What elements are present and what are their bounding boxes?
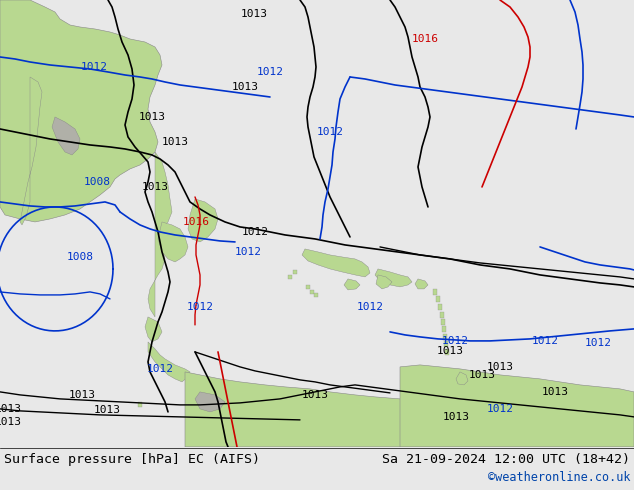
Text: 1013: 1013 xyxy=(68,390,96,400)
Polygon shape xyxy=(185,372,634,447)
Text: 1008: 1008 xyxy=(67,252,93,262)
Polygon shape xyxy=(145,317,162,342)
Polygon shape xyxy=(302,249,370,277)
Polygon shape xyxy=(440,312,444,318)
Text: 1013: 1013 xyxy=(0,404,22,414)
Polygon shape xyxy=(293,270,297,274)
Text: 1013: 1013 xyxy=(302,390,328,400)
Polygon shape xyxy=(375,269,412,287)
Polygon shape xyxy=(20,77,42,225)
Text: 1013: 1013 xyxy=(436,346,463,356)
Text: 1013: 1013 xyxy=(93,405,120,415)
Text: 1013: 1013 xyxy=(0,417,22,427)
Polygon shape xyxy=(188,199,218,242)
Text: 1012: 1012 xyxy=(186,302,214,312)
Polygon shape xyxy=(442,326,446,332)
Polygon shape xyxy=(0,0,162,222)
Text: 1012: 1012 xyxy=(585,338,612,348)
Text: 1013: 1013 xyxy=(231,82,259,92)
Polygon shape xyxy=(148,152,172,317)
Text: 1016: 1016 xyxy=(183,217,209,227)
Text: Surface pressure [hPa] EC (AIFS): Surface pressure [hPa] EC (AIFS) xyxy=(4,453,260,466)
Polygon shape xyxy=(433,289,437,295)
Text: 1012: 1012 xyxy=(356,302,384,312)
Text: ©weatheronline.co.uk: ©weatheronline.co.uk xyxy=(488,471,630,485)
Polygon shape xyxy=(148,342,190,382)
Text: 1012: 1012 xyxy=(235,247,261,257)
Text: 1013: 1013 xyxy=(469,370,496,380)
Text: 1012: 1012 xyxy=(242,227,269,237)
Polygon shape xyxy=(314,293,318,297)
Text: 1012: 1012 xyxy=(531,336,559,346)
Polygon shape xyxy=(400,365,634,447)
Text: 1013: 1013 xyxy=(138,112,165,122)
Text: Sa 21-09-2024 12:00 UTC (18+42): Sa 21-09-2024 12:00 UTC (18+42) xyxy=(382,453,630,466)
Polygon shape xyxy=(456,372,468,385)
Text: 1012: 1012 xyxy=(81,62,108,72)
Text: 1013: 1013 xyxy=(162,137,188,147)
Text: 1013: 1013 xyxy=(240,9,268,19)
Polygon shape xyxy=(306,285,310,289)
Polygon shape xyxy=(195,392,225,412)
Polygon shape xyxy=(415,279,428,289)
Polygon shape xyxy=(436,296,440,302)
Polygon shape xyxy=(438,304,442,310)
Text: 1012: 1012 xyxy=(146,364,174,374)
Text: 1012: 1012 xyxy=(316,127,344,137)
Text: 1012: 1012 xyxy=(441,336,469,346)
Polygon shape xyxy=(443,334,447,340)
Polygon shape xyxy=(441,319,445,325)
Polygon shape xyxy=(288,275,292,279)
Text: 1016: 1016 xyxy=(411,34,439,44)
Polygon shape xyxy=(52,117,80,155)
Polygon shape xyxy=(344,279,360,290)
Polygon shape xyxy=(310,290,314,294)
Polygon shape xyxy=(158,222,188,262)
Polygon shape xyxy=(138,402,142,407)
Polygon shape xyxy=(445,349,449,355)
Text: 1012: 1012 xyxy=(257,67,283,77)
Text: 1012: 1012 xyxy=(486,404,514,414)
Text: 1013: 1013 xyxy=(541,387,569,397)
Text: 1013: 1013 xyxy=(443,412,470,422)
Text: 1013: 1013 xyxy=(486,362,514,372)
Polygon shape xyxy=(376,275,392,289)
Text: 1008: 1008 xyxy=(84,177,110,187)
Text: 1013: 1013 xyxy=(141,182,169,192)
Polygon shape xyxy=(444,341,448,347)
